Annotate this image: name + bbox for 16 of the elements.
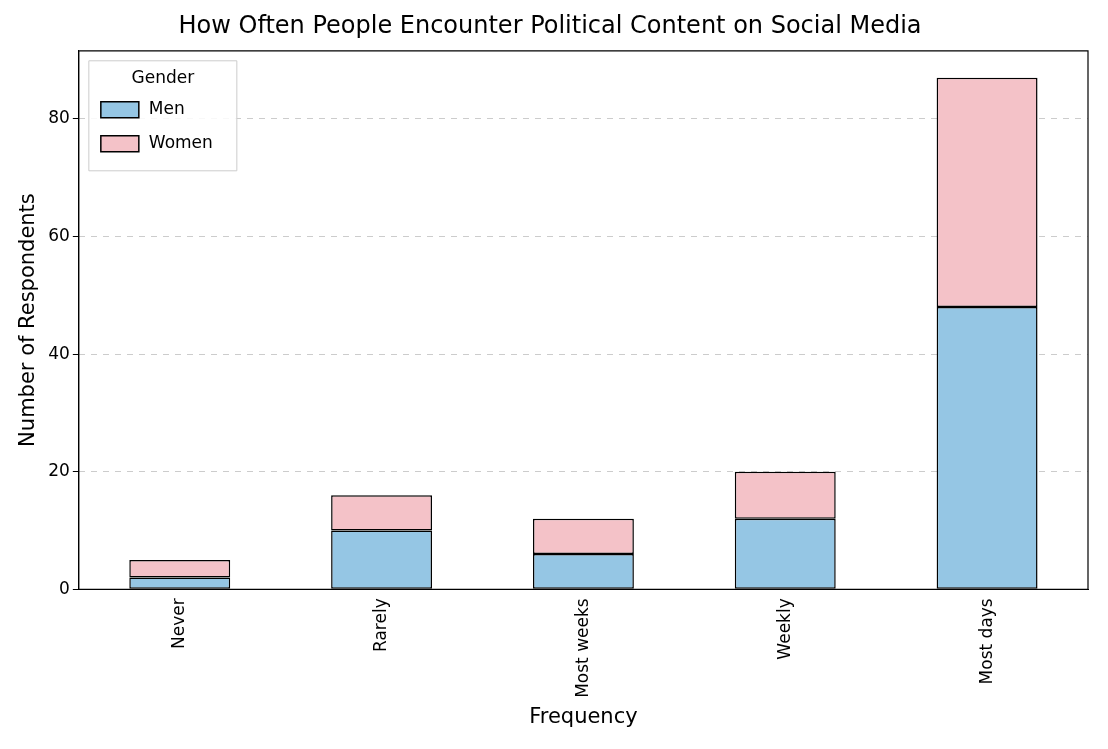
x-axis-title: Frequency (529, 703, 638, 728)
x-tick-label: Rarely (370, 598, 390, 652)
legend-title: Gender (131, 67, 195, 88)
x-tick-label: Most days (975, 598, 996, 685)
x-tick-label: Weekly (773, 598, 794, 660)
legend-label: Women (148, 132, 213, 153)
y-tick-label: 80 (48, 107, 70, 128)
y-axis-title: Number of Respondents (15, 193, 40, 447)
chart-title: How Often People Encounter Political Content on Social Media (178, 10, 922, 39)
y-tick-label: 20 (48, 460, 70, 481)
x-tick-label: Never (168, 598, 189, 649)
y-tick-label: 0 (59, 577, 70, 598)
y-tick-label: 40 (48, 342, 70, 363)
legend-label: Men (148, 98, 185, 119)
x-tick-label: Most weeks (571, 598, 592, 698)
y-tick-label: 60 (48, 224, 70, 245)
